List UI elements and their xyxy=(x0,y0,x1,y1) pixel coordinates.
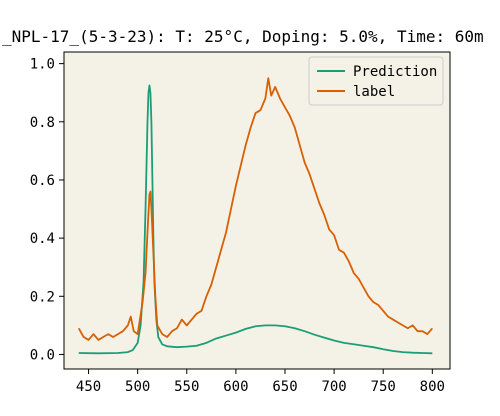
x-axis: 450 500 550 600 650 700 750 800 xyxy=(76,369,445,395)
y-tick-label: 0.4 xyxy=(30,231,55,247)
x-tick-label: 800 xyxy=(420,379,445,395)
y-tick-label: 0.8 xyxy=(30,115,55,131)
x-tick-label: 600 xyxy=(223,379,248,395)
legend-label: label xyxy=(353,84,395,100)
legend-label: Prediction xyxy=(353,64,437,80)
series-line-label xyxy=(77,77,434,341)
y-axis: 0.0 0.2 0.4 0.6 0.8 1.0 xyxy=(30,57,64,363)
x-tick-label: 550 xyxy=(174,379,199,395)
y-tick-label: 1.0 xyxy=(30,57,55,73)
y-tick-label: 0.2 xyxy=(30,289,55,305)
chart-title: _NPL-17_(5-3-23): T: 25°C, Doping: 5.0%,… xyxy=(2,27,484,46)
x-tick-label: 450 xyxy=(76,379,101,395)
x-tick-label: 650 xyxy=(272,379,297,395)
x-tick-label: 750 xyxy=(371,379,396,395)
x-tick-label: 700 xyxy=(321,379,346,395)
plot-frame xyxy=(63,51,451,370)
legend-box xyxy=(308,56,444,106)
y-tick-label: 0.6 xyxy=(30,173,55,189)
y-tick-label: 0.0 xyxy=(30,347,55,363)
x-tick-label: 500 xyxy=(125,379,150,395)
series-layer xyxy=(77,77,434,355)
legend: Prediction label xyxy=(308,56,444,106)
series-line-prediction xyxy=(78,84,433,355)
